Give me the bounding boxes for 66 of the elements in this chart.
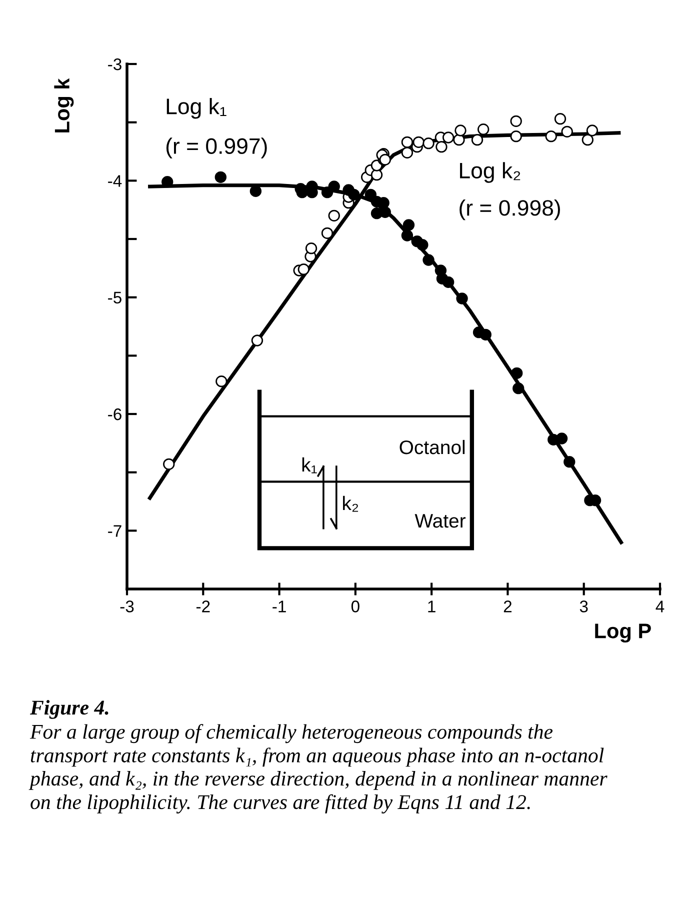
- point: [298, 263, 310, 276]
- point: [554, 112, 566, 125]
- y-tick-label: -5: [108, 292, 122, 304]
- annotation: (r = 0.997): [166, 138, 267, 158]
- x-tick-label: -3: [120, 600, 134, 612]
- x-tick-label: -2: [196, 600, 210, 612]
- text: For a large group of chemically heterogeneous compounds the transport rate constants k₁, from an aqueous phase into an n-octanol phase, and k₂, in the reverse direction, depend in a nonlinear manner on the lipophilicity. The curves are fitted by Eqns 11 and 12.: [28, 724, 608, 814]
- caption: Figure 4.: [30, 700, 108, 719]
- point: [586, 124, 598, 136]
- annotation: Log k₂: [460, 162, 520, 183]
- point: [480, 328, 492, 341]
- y-axis-title: Log k: [54, 78, 74, 132]
- point: [401, 230, 414, 242]
- point: [422, 254, 434, 266]
- annotation: Water: [414, 514, 466, 528]
- y-tick-label: -3: [108, 58, 122, 70]
- x-tick-label: -1: [272, 600, 286, 612]
- point: [422, 137, 434, 150]
- point: [328, 180, 340, 192]
- annotation: Octanol: [400, 440, 465, 454]
- point: [402, 219, 415, 231]
- point: [456, 292, 468, 304]
- point: [163, 458, 175, 470]
- point: [328, 210, 340, 222]
- x-tick-label: 4: [656, 600, 664, 612]
- point: [305, 242, 318, 254]
- x-tick-label: 3: [580, 600, 588, 612]
- point: [379, 206, 391, 218]
- point: [401, 146, 414, 159]
- annotation: k₂: [343, 496, 358, 512]
- point: [216, 375, 228, 388]
- point: [545, 130, 557, 142]
- point: [453, 134, 465, 146]
- annotation: (r = 0.998): [460, 199, 560, 220]
- point: [321, 227, 334, 240]
- point: [442, 276, 454, 288]
- point: [214, 171, 226, 184]
- x-tick-label: 1: [428, 600, 436, 612]
- point: [561, 126, 573, 138]
- y-tick-label: -6: [108, 408, 122, 420]
- annotation: Log k₁: [166, 98, 226, 119]
- y-tick-label: -7: [108, 525, 122, 537]
- point: [416, 238, 428, 251]
- point: [512, 382, 524, 394]
- point: [556, 432, 568, 444]
- point: [564, 456, 576, 468]
- point: [478, 123, 490, 136]
- point: [401, 136, 414, 148]
- point: [442, 132, 454, 144]
- point: [582, 134, 594, 146]
- point: [162, 176, 174, 188]
- x-tick-label: 0: [351, 600, 360, 612]
- point: [348, 188, 360, 201]
- x-axis-title: Log P: [595, 624, 651, 643]
- point: [251, 334, 264, 346]
- point: [471, 134, 484, 146]
- point: [370, 168, 383, 181]
- point: [412, 136, 424, 148]
- annotation: k₁: [302, 457, 317, 474]
- point: [511, 367, 523, 380]
- point: [510, 130, 522, 142]
- point: [510, 115, 522, 128]
- point: [454, 124, 466, 136]
- x-tick-label: 2: [504, 600, 512, 612]
- y-tick-label: -4: [108, 175, 122, 187]
- point: [436, 140, 448, 153]
